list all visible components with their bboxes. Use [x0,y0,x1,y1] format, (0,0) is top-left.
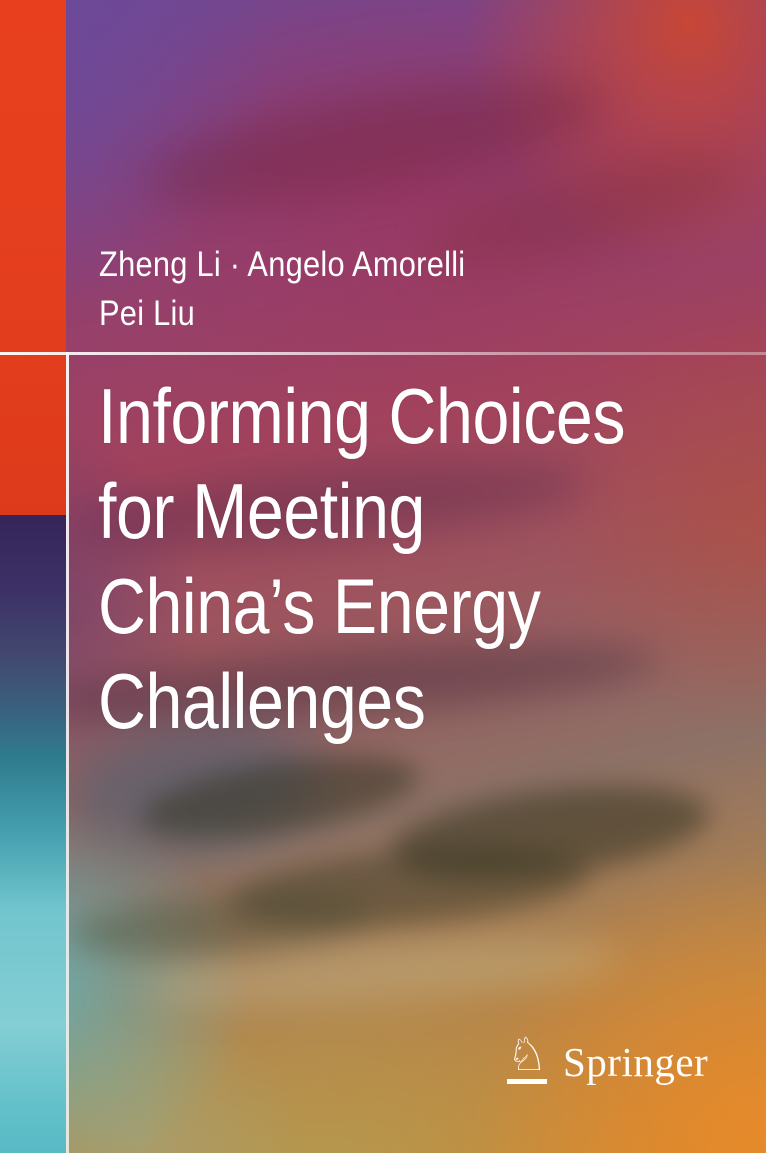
springer-horse-knight-icon: ♘ [504,1031,550,1084]
red-accent-rectangle [0,0,66,515]
book-title: Informing Choices for Meeting China’s En… [98,369,626,749]
title-line-3: China’s Energy [98,562,541,650]
horizontal-divider-line [0,352,766,355]
vertical-divider-line [66,352,69,1153]
publisher-logo: ♘ Springer [504,1031,709,1086]
publisher-name: Springer [563,1039,709,1085]
title-line-4: Challenges [98,657,426,745]
title-line-2: for Meeting [98,467,425,555]
author-line-2: Pei Liu [99,294,196,333]
title-line-1: Informing Choices [98,372,626,460]
logo-underline [507,1079,547,1084]
author-names: Zheng Li · Angelo Amorelli Pei Liu [99,240,465,338]
left-color-strip [0,515,66,1153]
author-line-1: Zheng Li · Angelo Amorelli [99,245,466,284]
